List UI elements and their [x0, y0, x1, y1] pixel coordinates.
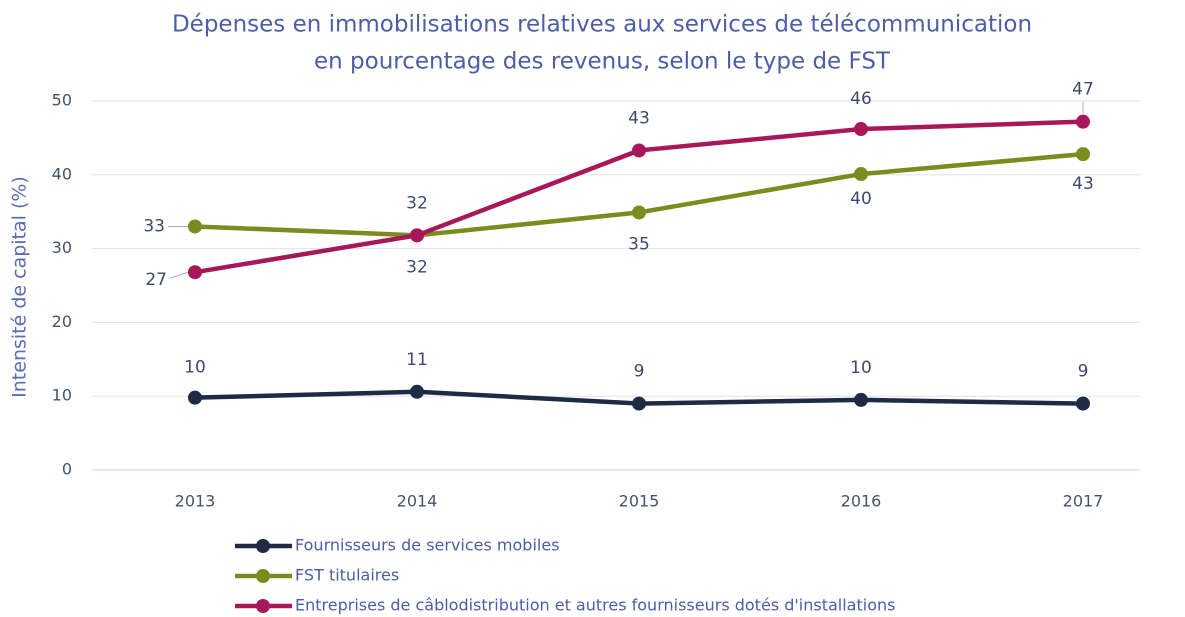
y-tick-label: 50 [52, 91, 72, 110]
data-label: 47 [1072, 80, 1094, 100]
y-axis-title: Intensité de capital (%) [9, 176, 31, 398]
legend-marker [256, 539, 270, 553]
data-point [1076, 396, 1090, 411]
x-tick-label: 2014 [397, 492, 438, 511]
data-label: 43 [1072, 174, 1094, 194]
data-label: 9 [634, 362, 645, 382]
legend-label: FST titulaires [295, 566, 399, 585]
y-tick-label: 20 [52, 312, 72, 331]
data-point [632, 396, 646, 411]
legend-marker [256, 569, 270, 583]
x-tick-label: 2016 [841, 492, 882, 511]
data-label: 32 [406, 193, 428, 213]
data-point [632, 205, 646, 220]
leader-line [169, 271, 189, 279]
legend-label: Entreprises de câblodistribution et autr… [295, 596, 895, 615]
data-label: 10 [850, 358, 872, 378]
data-label: 32 [406, 257, 428, 277]
data-point [632, 143, 646, 158]
y-tick-label: 0 [62, 460, 72, 479]
y-tick-label: 10 [52, 386, 72, 405]
data-point [188, 219, 202, 234]
data-point [854, 167, 868, 182]
data-point [188, 265, 202, 280]
chart-title: en pourcentage des revenus, selon le typ… [314, 49, 891, 75]
x-tick-label: 2017 [1063, 492, 1104, 511]
data-label: 43 [628, 108, 650, 128]
data-point [854, 122, 868, 137]
data-label: 27 [145, 270, 167, 290]
y-tick-label: 40 [52, 164, 72, 183]
y-tick-label: 30 [52, 238, 72, 257]
data-point [410, 384, 424, 399]
data-label: 11 [406, 350, 428, 370]
legend-marker [256, 599, 270, 613]
x-tick-label: 2015 [619, 492, 660, 511]
data-point [410, 228, 424, 243]
x-tick-label: 2013 [175, 492, 216, 511]
data-label: 9 [1078, 362, 1089, 382]
data-point [188, 390, 202, 405]
data-label: 46 [850, 89, 872, 109]
data-point [1076, 147, 1090, 162]
data-label: 35 [628, 234, 650, 254]
data-label: 40 [850, 189, 872, 209]
data-label: 33 [143, 216, 165, 236]
legend-label: Fournisseurs de services mobiles [295, 536, 560, 555]
chart-title: Dépenses en immobilisations relatives au… [172, 12, 1032, 38]
series-line [194, 151, 1084, 238]
data-point [1076, 114, 1090, 129]
data-point [854, 392, 868, 407]
data-label: 10 [184, 358, 206, 378]
